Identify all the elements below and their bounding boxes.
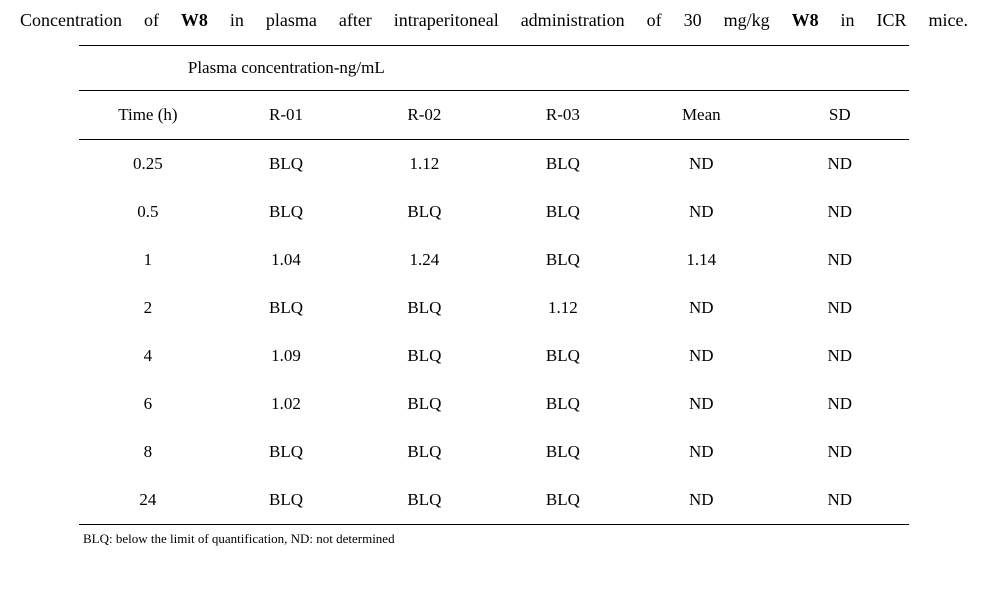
column-header-time: Time (h) <box>79 91 217 140</box>
cell-r01: 1.04 <box>217 236 355 284</box>
cell-r02: BLQ <box>355 380 493 428</box>
table-row: 8 BLQ BLQ BLQ ND ND <box>79 428 909 476</box>
cell-r02: 1.24 <box>355 236 493 284</box>
cell-r02: BLQ <box>355 284 493 332</box>
cell-sd: ND <box>771 428 909 476</box>
cell-r01: 1.02 <box>217 380 355 428</box>
cell-r03: BLQ <box>494 380 632 428</box>
column-header-r02: R-02 <box>355 91 493 140</box>
table-container: Plasma concentration-ng/mL Time (h) R-01… <box>79 45 909 547</box>
caption-mid: in plasma after intraperitoneal administ… <box>208 10 792 30</box>
table-row: 4 1.09 BLQ BLQ ND ND <box>79 332 909 380</box>
cell-sd: ND <box>771 140 909 189</box>
cell-time: 24 <box>79 476 217 525</box>
cell-r03: BLQ <box>494 428 632 476</box>
cell-r02: BLQ <box>355 188 493 236</box>
cell-time: 6 <box>79 380 217 428</box>
cell-r03: BLQ <box>494 476 632 525</box>
column-header-sd: SD <box>771 91 909 140</box>
column-header-r03: R-03 <box>494 91 632 140</box>
cell-sd: ND <box>771 380 909 428</box>
cell-r01: BLQ <box>217 476 355 525</box>
cell-mean: ND <box>632 140 770 189</box>
cell-time: 1 <box>79 236 217 284</box>
cell-time: 4 <box>79 332 217 380</box>
column-header-r01: R-01 <box>217 91 355 140</box>
cell-r03: BLQ <box>494 188 632 236</box>
compound-name-1: W8 <box>181 10 208 30</box>
table-footnote: BLQ: below the limit of quantification, … <box>79 531 909 547</box>
cell-mean: ND <box>632 476 770 525</box>
cell-sd: ND <box>771 332 909 380</box>
caption-pre: Concentration of <box>20 10 181 30</box>
cell-r01: BLQ <box>217 140 355 189</box>
compound-name-2: W8 <box>792 10 819 30</box>
cell-r02: BLQ <box>355 332 493 380</box>
cell-r03: 1.12 <box>494 284 632 332</box>
table-row: 1 1.04 1.24 BLQ 1.14 ND <box>79 236 909 284</box>
cell-sd: ND <box>771 188 909 236</box>
table-spanner-label: Plasma concentration-ng/mL <box>79 46 494 91</box>
table-row: 6 1.02 BLQ BLQ ND ND <box>79 380 909 428</box>
cell-r03: BLQ <box>494 236 632 284</box>
cell-sd: ND <box>771 284 909 332</box>
cell-mean: ND <box>632 188 770 236</box>
cell-mean: ND <box>632 284 770 332</box>
cell-sd: ND <box>771 236 909 284</box>
cell-r02: BLQ <box>355 428 493 476</box>
cell-time: 0.5 <box>79 188 217 236</box>
table-row: 24 BLQ BLQ BLQ ND ND <box>79 476 909 525</box>
cell-r01: BLQ <box>217 284 355 332</box>
cell-r01: BLQ <box>217 188 355 236</box>
column-header-mean: Mean <box>632 91 770 140</box>
cell-time: 0.25 <box>79 140 217 189</box>
plasma-concentration-table: Plasma concentration-ng/mL Time (h) R-01… <box>79 45 909 525</box>
cell-time: 2 <box>79 284 217 332</box>
cell-r01: BLQ <box>217 428 355 476</box>
cell-mean: ND <box>632 380 770 428</box>
table-caption: Concentration of W8 in plasma after intr… <box>16 8 972 33</box>
cell-time: 8 <box>79 428 217 476</box>
cell-r01: 1.09 <box>217 332 355 380</box>
cell-mean: ND <box>632 332 770 380</box>
table-spanner-empty <box>494 46 909 91</box>
cell-mean: ND <box>632 428 770 476</box>
caption-post: in ICR mice. <box>819 10 968 30</box>
cell-r02: 1.12 <box>355 140 493 189</box>
table-row: 0.25 BLQ 1.12 BLQ ND ND <box>79 140 909 189</box>
table-row: 0.5 BLQ BLQ BLQ ND ND <box>79 188 909 236</box>
cell-r02: BLQ <box>355 476 493 525</box>
table-header-row: Time (h) R-01 R-02 R-03 Mean SD <box>79 91 909 140</box>
cell-r03: BLQ <box>494 332 632 380</box>
table-row: 2 BLQ BLQ 1.12 ND ND <box>79 284 909 332</box>
table-spanner-row: Plasma concentration-ng/mL <box>79 46 909 91</box>
cell-mean: 1.14 <box>632 236 770 284</box>
cell-sd: ND <box>771 476 909 525</box>
cell-r03: BLQ <box>494 140 632 189</box>
